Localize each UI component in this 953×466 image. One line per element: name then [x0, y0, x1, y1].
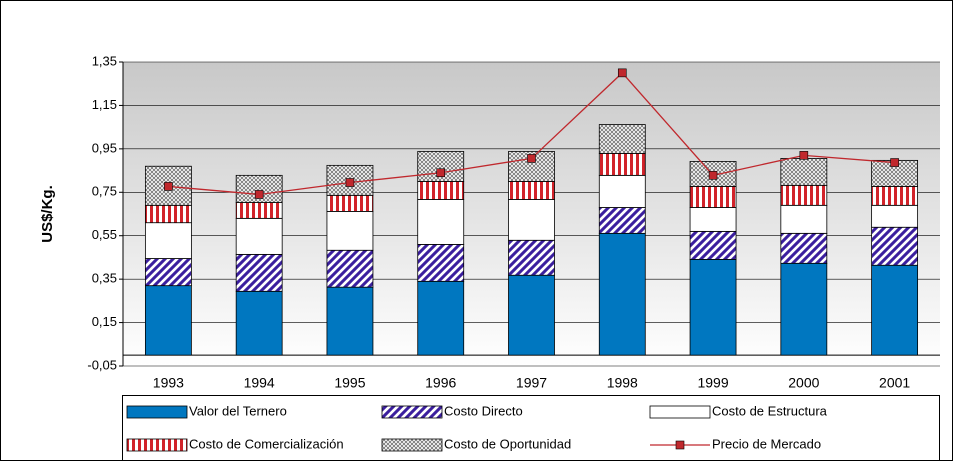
line-marker	[617, 68, 627, 78]
bar-segment	[689, 258, 737, 356]
y-tick-label: 1,35	[92, 53, 117, 68]
line-marker	[345, 178, 355, 187]
bar-segment	[598, 153, 646, 176]
x-tick-label: 1994	[244, 375, 275, 391]
bar-segment	[508, 274, 555, 356]
bar-segment	[144, 204, 192, 224]
bar-segment	[326, 249, 374, 288]
legend-label: Costo Directo	[444, 403, 523, 418]
y-tick-label: -0,05	[87, 357, 117, 372]
bar-segment	[235, 217, 283, 255]
bar-segment	[235, 290, 283, 356]
bar-segment	[780, 232, 828, 264]
bar-segment	[689, 230, 737, 260]
bar-segment	[780, 204, 828, 234]
legend-label: Costo de Estructura	[712, 403, 828, 418]
legend-swatch	[649, 405, 711, 419]
bar-segment	[508, 199, 555, 241]
bar-segment	[598, 232, 646, 356]
legend-swatch	[126, 438, 188, 452]
y-tick-label: 0,75	[92, 184, 117, 199]
legend-label: Precio de Mercado	[712, 436, 821, 451]
bar-segment	[689, 186, 737, 208]
x-tick-label: 1997	[516, 375, 547, 391]
bar-segment	[144, 258, 192, 287]
y-tick-label: 0,55	[92, 227, 117, 242]
line-marker	[799, 151, 809, 160]
line-marker	[708, 171, 718, 180]
bar-segment	[326, 286, 374, 356]
bar-segment	[417, 199, 465, 245]
y-tick-label: 0,95	[92, 140, 117, 155]
bar-segment	[871, 186, 919, 206]
legend-label: Costo de Comercialización	[189, 436, 344, 451]
x-tick-label: 1993	[153, 375, 184, 391]
bar-segment	[871, 226, 919, 266]
legend	[122, 395, 940, 461]
bar-segment	[780, 262, 828, 356]
bar-segment	[235, 202, 283, 219]
x-tick-label: 2001	[879, 375, 910, 391]
bar-segment	[417, 181, 465, 200]
legend-swatch	[381, 438, 443, 452]
bar-segment	[326, 210, 374, 251]
bar-segment	[780, 158, 828, 186]
x-tick-label: 2000	[788, 375, 819, 391]
line-marker	[527, 154, 536, 163]
x-tick-label: 1995	[334, 375, 365, 391]
bar-segment	[417, 280, 465, 356]
bar-segment	[144, 222, 192, 259]
line-marker	[164, 182, 173, 191]
y-axis-label: US$/Kg.	[39, 185, 56, 243]
y-tick-label: 0,15	[92, 314, 117, 329]
bar-segment	[417, 243, 465, 282]
legend-marker	[675, 440, 685, 450]
bar-segment	[689, 207, 737, 232]
bar-segment	[598, 124, 646, 154]
bar-segment	[144, 285, 192, 356]
line-marker	[436, 168, 446, 178]
bar-segment	[780, 184, 828, 206]
x-tick-label: 1999	[697, 375, 728, 391]
bar-segment	[508, 181, 555, 200]
bar-segment	[871, 264, 919, 356]
bar-segment	[508, 239, 555, 276]
line-marker	[890, 158, 899, 167]
bar-segment	[326, 194, 374, 212]
bar-segment	[598, 207, 646, 234]
bar-segment	[871, 204, 919, 228]
bar-segment	[598, 174, 646, 208]
y-tick-label: 1,15	[92, 97, 117, 112]
bar-segment	[235, 253, 283, 292]
x-tick-label: 1998	[607, 375, 638, 391]
legend-label: Costo de Oportunidad	[444, 436, 571, 451]
legend-swatch	[126, 405, 188, 419]
legend-swatch	[381, 405, 443, 419]
legend-label: Valor del Ternero	[189, 403, 287, 418]
x-tick-label: 1996	[425, 375, 456, 391]
y-tick-label: 0,35	[92, 271, 117, 286]
line-marker	[254, 190, 264, 199]
